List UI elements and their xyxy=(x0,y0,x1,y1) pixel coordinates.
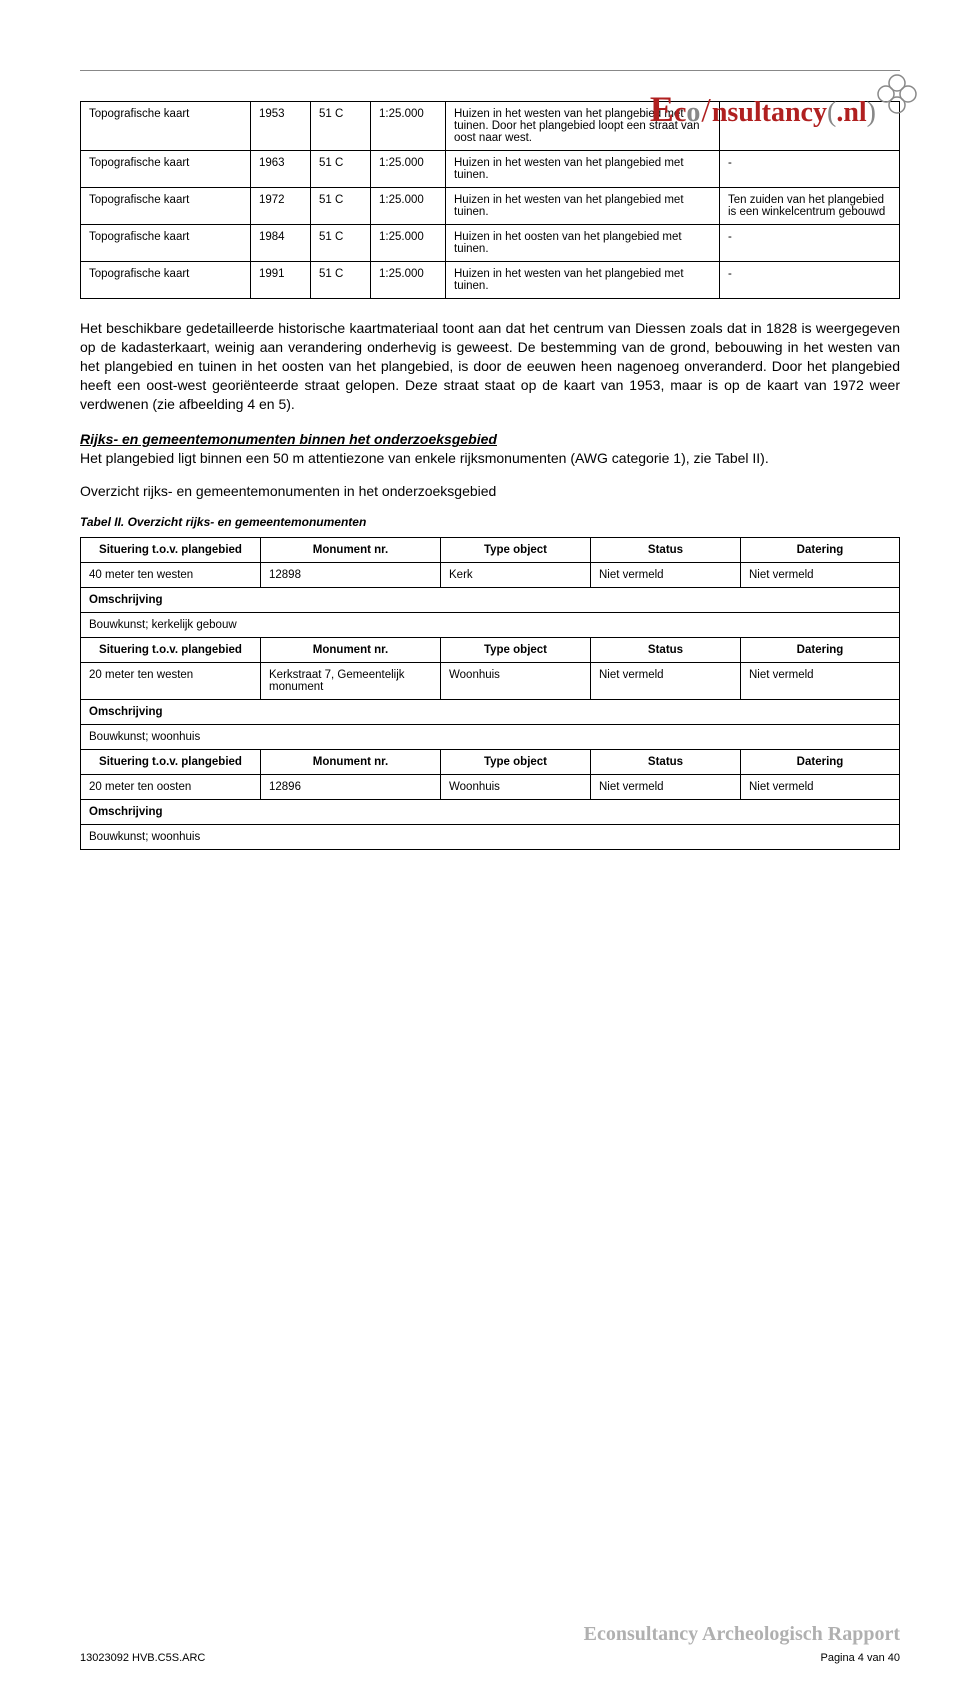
cell-status: Niet vermeld xyxy=(591,663,741,700)
cell-year: 1953 xyxy=(251,102,311,151)
cell-situering: 20 meter ten westen xyxy=(81,663,261,700)
header-situering: Situering t.o.v. plangebied xyxy=(81,750,261,775)
cell-desc: Huizen in het westen van het plangebied … xyxy=(446,262,720,299)
table-header-row: Situering t.o.v. plangebied Monument nr.… xyxy=(81,750,900,775)
cell-year: 1984 xyxy=(251,225,311,262)
table-row: Bouwkunst; woonhuis xyxy=(81,825,900,850)
cell-name: Topografische kaart xyxy=(81,188,251,225)
cell-sheet: 51 C xyxy=(311,151,371,188)
table-row: 20 meter ten oosten 12896 Woonhuis Niet … xyxy=(81,775,900,800)
cell-nr: Kerkstraat 7, Gemeentelijk monument xyxy=(261,663,441,700)
header-nr: Monument nr. xyxy=(261,638,441,663)
paragraph-1: Het beschikbare gedetailleerde historisc… xyxy=(80,319,900,413)
cell-situering: 40 meter ten westen xyxy=(81,563,261,588)
section-heading: Rijks- en gemeentemonumenten binnen het … xyxy=(80,431,900,447)
cell-scale: 1:25.000 xyxy=(371,225,446,262)
page-footer: 13023092 HVB.C5S.ARC Econsultancy Archeo… xyxy=(80,1623,900,1664)
topographic-maps-table: Topografische kaart 1953 51 C 1:25.000 H… xyxy=(80,101,900,299)
header-status: Status xyxy=(591,638,741,663)
cell-sheet: 51 C xyxy=(311,225,371,262)
clover-icon xyxy=(874,71,920,117)
header-nr: Monument nr. xyxy=(261,750,441,775)
footer-left: 13023092 HVB.C5S.ARC xyxy=(80,1652,205,1664)
cell-note: - xyxy=(720,262,900,299)
cell-scale: 1:25.000 xyxy=(371,151,446,188)
cell-type: Woonhuis xyxy=(441,775,591,800)
table-row: Topografische kaart 1991 51 C 1:25.000 H… xyxy=(81,262,900,299)
table-row: Omschrijving xyxy=(81,800,900,825)
table-header-row: Situering t.o.v. plangebied Monument nr.… xyxy=(81,638,900,663)
cell-scale: 1:25.000 xyxy=(371,262,446,299)
cell-type: Woonhuis xyxy=(441,663,591,700)
logo: Eco/nsultancy(.nl) xyxy=(650,88,920,130)
cell-note: - xyxy=(720,225,900,262)
cell-name: Topografische kaart xyxy=(81,102,251,151)
header-type: Type object xyxy=(441,750,591,775)
overview-line: Overzicht rijks- en gemeentemonumenten i… xyxy=(80,482,900,501)
cell-name: Topografische kaart xyxy=(81,262,251,299)
table-row: 40 meter ten westen 12898 Kerk Niet verm… xyxy=(81,563,900,588)
header-datering: Datering xyxy=(741,750,900,775)
cell-note: Ten zuiden van het plangebied is een win… xyxy=(720,188,900,225)
omschrijving-label: Omschrijving xyxy=(81,700,900,725)
cell-name: Topografische kaart xyxy=(81,225,251,262)
header-situering: Situering t.o.v. plangebied xyxy=(81,538,261,563)
cell-note: - xyxy=(720,151,900,188)
cell-situering: 20 meter ten oosten xyxy=(81,775,261,800)
footer-brand: Econsultancy Archeologisch Rapport xyxy=(584,1623,900,1646)
cell-status: Niet vermeld xyxy=(591,775,741,800)
monument-table: Situering t.o.v. plangebied Monument nr.… xyxy=(80,537,900,850)
cell-datering: Niet vermeld xyxy=(741,775,900,800)
footer-page: Pagina 4 van 40 xyxy=(584,1652,900,1664)
cell-type: Kerk xyxy=(441,563,591,588)
cell-desc: Huizen in het westen van het plangebied … xyxy=(446,188,720,225)
table-caption: Tabel II. Overzicht rijks- en gemeentemo… xyxy=(80,515,900,529)
cell-desc: Huizen in het oosten van het plangebied … xyxy=(446,225,720,262)
table-row: Bouwkunst; woonhuis xyxy=(81,725,900,750)
table-row: Omschrijving xyxy=(81,700,900,725)
footer-right: Econsultancy Archeologisch Rapport Pagin… xyxy=(584,1623,900,1664)
table-body: Topografische kaart 1953 51 C 1:25.000 H… xyxy=(81,102,900,299)
cell-status: Niet vermeld xyxy=(591,563,741,588)
cell-sheet: 51 C xyxy=(311,262,371,299)
header-datering: Datering xyxy=(741,538,900,563)
header-nr: Monument nr. xyxy=(261,538,441,563)
table-row: Topografische kaart 1972 51 C 1:25.000 H… xyxy=(81,188,900,225)
table-row: 20 meter ten westen Kerkstraat 7, Gemeen… xyxy=(81,663,900,700)
table-header-row: Situering t.o.v. plangebied Monument nr.… xyxy=(81,538,900,563)
table-row: Bouwkunst; kerkelijk gebouw xyxy=(81,613,900,638)
cell-nr: 12896 xyxy=(261,775,441,800)
header-status: Status xyxy=(591,538,741,563)
table-row: Topografische kaart 1984 51 C 1:25.000 H… xyxy=(81,225,900,262)
header-type: Type object xyxy=(441,538,591,563)
cell-datering: Niet vermeld xyxy=(741,563,900,588)
cell-scale: 1:25.000 xyxy=(371,188,446,225)
table-row: Omschrijving xyxy=(81,588,900,613)
paragraph-2: Het plangebied ligt binnen een 50 m atte… xyxy=(80,449,900,468)
cell-year: 1991 xyxy=(251,262,311,299)
cell-sheet: 51 C xyxy=(311,188,371,225)
header-type: Type object xyxy=(441,638,591,663)
cell-scale: 1:25.000 xyxy=(371,102,446,151)
table-row: Topografische kaart 1963 51 C 1:25.000 H… xyxy=(81,151,900,188)
cell-year: 1972 xyxy=(251,188,311,225)
header-divider xyxy=(80,70,900,71)
header-situering: Situering t.o.v. plangebied xyxy=(81,638,261,663)
header-datering: Datering xyxy=(741,638,900,663)
logo-text: Eco/nsultancy(.nl) xyxy=(650,88,876,130)
cell-year: 1963 xyxy=(251,151,311,188)
omschrijving-label: Omschrijving xyxy=(81,800,900,825)
page-container: Eco/nsultancy(.nl) Topografische kaart 1… xyxy=(0,70,960,1704)
cell-sheet: 51 C xyxy=(311,102,371,151)
cell-name: Topografische kaart xyxy=(81,151,251,188)
cell-desc: Huizen in het westen van het plangebied … xyxy=(446,151,720,188)
omschrijving-value: Bouwkunst; woonhuis xyxy=(81,825,900,850)
omschrijving-label: Omschrijving xyxy=(81,588,900,613)
cell-nr: 12898 xyxy=(261,563,441,588)
omschrijving-value: Bouwkunst; woonhuis xyxy=(81,725,900,750)
omschrijving-value: Bouwkunst; kerkelijk gebouw xyxy=(81,613,900,638)
cell-datering: Niet vermeld xyxy=(741,663,900,700)
header-status: Status xyxy=(591,750,741,775)
